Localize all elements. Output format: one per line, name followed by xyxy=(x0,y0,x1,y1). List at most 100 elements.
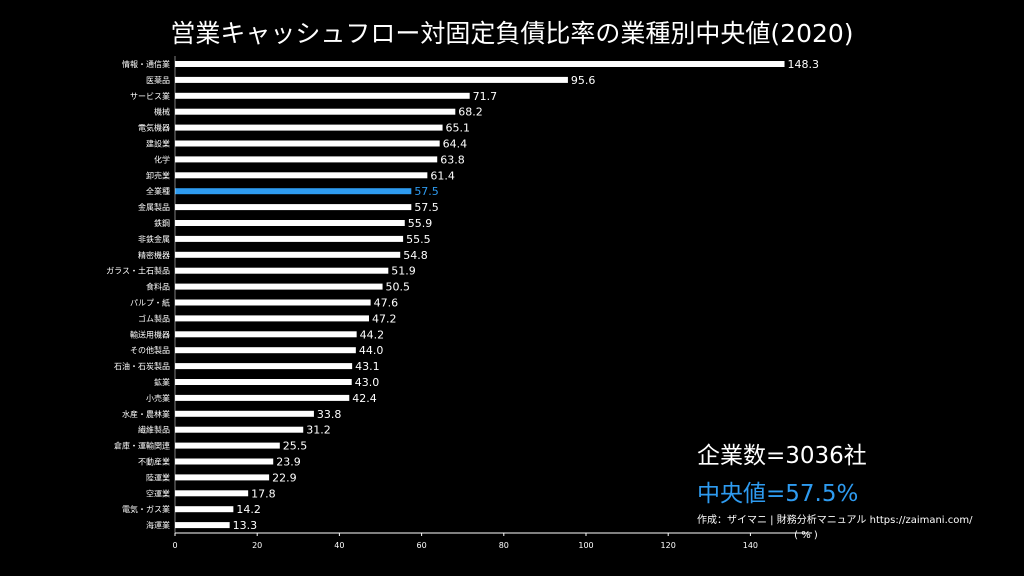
bar xyxy=(175,426,304,433)
value-label: 95.6 xyxy=(571,74,596,87)
value-label: 55.9 xyxy=(408,217,433,230)
category-label: 精密機器 xyxy=(138,250,170,260)
x-axis: 0 20 40 60 80 100 120 140 xyxy=(172,56,813,550)
value-label: 55.5 xyxy=(406,233,431,246)
bar xyxy=(175,410,314,417)
chart-title: 営業キャッシュフロー対固定負債比率の業種別中央値(2020) xyxy=(170,19,854,48)
category-label: 不動産業 xyxy=(138,457,170,467)
value-label: 65.1 xyxy=(446,122,471,135)
bar xyxy=(175,156,438,163)
x-tick-label: 140 xyxy=(743,541,758,550)
value-label: 61.4 xyxy=(430,169,455,182)
bar xyxy=(175,394,350,401)
value-label: 63.8 xyxy=(440,153,465,166)
x-tick-label: 120 xyxy=(661,541,676,550)
value-label: 31.2 xyxy=(306,424,331,437)
bar xyxy=(175,474,270,481)
value-label: 57.5 xyxy=(414,201,439,214)
bar xyxy=(175,506,234,513)
category-label: 全業種 xyxy=(146,186,170,196)
median-annotation: 中央値=57.5% xyxy=(697,481,859,507)
value-label: 47.6 xyxy=(374,297,399,310)
value-label: 44.0 xyxy=(359,344,384,357)
bar xyxy=(175,363,353,370)
bar xyxy=(175,315,369,322)
category-label: 鉱業 xyxy=(154,377,170,387)
bar xyxy=(175,140,440,147)
x-tick-label: 80 xyxy=(499,541,509,550)
category-label: 海運業 xyxy=(146,520,170,530)
value-label: 44.2 xyxy=(360,328,385,341)
bars-group: 情報・通信業 148.3 医薬品 95.6 サービス業 71.7 機械 68.2 電気機器 65.… xyxy=(106,58,819,532)
category-label: 輸送用機器 xyxy=(130,329,170,339)
bar xyxy=(175,92,470,99)
bar xyxy=(175,172,428,179)
bar xyxy=(175,522,230,529)
bar xyxy=(175,204,412,211)
category-label: 化学 xyxy=(154,154,170,164)
company-count-annotation: 企業数=3036社 xyxy=(697,443,867,469)
value-label: 23.9 xyxy=(276,456,301,469)
category-label: ガラス・土石製品 xyxy=(106,266,170,276)
value-label: 47.2 xyxy=(372,312,397,325)
x-tick-label: 20 xyxy=(252,541,262,550)
category-label: 電気機器 xyxy=(138,123,170,133)
category-label: 水産・農林業 xyxy=(122,409,170,419)
category-label: 倉庫・運輸関連 xyxy=(114,441,170,451)
value-label: 68.2 xyxy=(458,106,483,119)
bar xyxy=(175,108,456,115)
category-label: 非鉄金属 xyxy=(138,234,170,244)
category-label: 金属製品 xyxy=(138,202,170,212)
x-tick-label: 40 xyxy=(334,541,344,550)
bar xyxy=(175,76,568,83)
bar xyxy=(175,220,405,226)
category-label: 繊維製品 xyxy=(138,425,170,435)
bar xyxy=(175,61,785,67)
value-label: 33.8 xyxy=(317,408,342,421)
value-label: 42.4 xyxy=(352,392,377,405)
category-label: 食料品 xyxy=(146,282,170,292)
value-label: 57.5 xyxy=(414,185,439,198)
value-label: 71.7 xyxy=(473,90,498,103)
bar xyxy=(175,331,357,338)
category-label: 情報・通信業 xyxy=(122,59,170,69)
category-label: 陸運業 xyxy=(146,472,170,482)
category-label: その他製品 xyxy=(130,345,170,355)
category-label: ゴム製品 xyxy=(138,313,170,323)
bar xyxy=(175,458,274,465)
value-label: 148.3 xyxy=(788,58,820,71)
category-label: サービス業 xyxy=(130,91,170,101)
value-label: 14.2 xyxy=(236,503,261,516)
category-label: 小売業 xyxy=(146,393,170,403)
bar xyxy=(175,490,249,497)
value-label: 50.5 xyxy=(386,281,411,294)
category-label: 医薬品 xyxy=(146,75,170,85)
value-label: 51.9 xyxy=(391,265,416,278)
bar xyxy=(175,235,404,242)
bar xyxy=(175,299,371,306)
value-label: 43.1 xyxy=(355,360,380,373)
bar xyxy=(175,283,383,290)
x-tick-label: 60 xyxy=(417,541,427,550)
bar xyxy=(175,188,412,195)
x-axis-label: ( % ) xyxy=(794,530,818,541)
value-label: 54.8 xyxy=(403,249,428,262)
value-label: 43.0 xyxy=(355,376,380,389)
value-label: 13.3 xyxy=(233,519,258,532)
x-tick-label: 100 xyxy=(578,541,593,550)
bar xyxy=(175,251,401,258)
bar xyxy=(175,379,352,385)
value-label: 25.5 xyxy=(283,440,308,453)
bar xyxy=(175,267,389,274)
x-tick-label: 0 xyxy=(172,541,177,550)
category-label: パルプ・紙 xyxy=(130,298,170,308)
category-label: 鉄鋼 xyxy=(154,218,170,228)
category-label: 卸売業 xyxy=(146,170,170,180)
bar xyxy=(175,347,356,354)
value-label: 64.4 xyxy=(443,138,468,151)
bar xyxy=(175,442,280,449)
category-label: 建設業 xyxy=(146,139,170,149)
category-label: 石油・石炭製品 xyxy=(114,361,170,371)
category-label: 電気・ガス業 xyxy=(122,504,170,514)
